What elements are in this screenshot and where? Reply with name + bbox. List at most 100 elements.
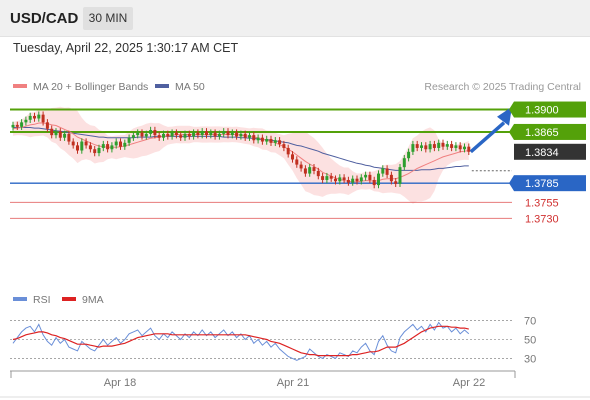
header-bar: USD/CAD 30 MIN (0, 0, 590, 37)
candle (329, 176, 333, 179)
level-label-box (514, 175, 586, 192)
candle (33, 115, 36, 119)
candle (385, 168, 389, 175)
candle (338, 177, 342, 182)
candle (415, 144, 419, 148)
candle (239, 133, 243, 137)
candle (377, 173, 380, 186)
candle (308, 167, 312, 174)
rsi-legend-swatch (13, 297, 27, 301)
rsi-ma-legend-swatch (62, 297, 76, 301)
candle (359, 177, 363, 182)
candle (248, 135, 251, 138)
candle (312, 167, 316, 172)
time-axis: Apr 18 Apr 21 Apr 22 (0, 370, 590, 398)
candles (11, 111, 471, 189)
candle (381, 168, 385, 174)
candle (286, 147, 290, 155)
candle (467, 146, 471, 152)
candle (235, 132, 239, 137)
candle (58, 131, 62, 138)
candle (127, 137, 131, 143)
candle (179, 135, 183, 138)
rsi-ma-line (12, 325, 469, 357)
rsi-tick-label: 30 (524, 353, 536, 365)
candle (67, 133, 71, 142)
candle (88, 145, 92, 150)
candle (209, 132, 213, 136)
candle (394, 181, 398, 184)
candle (334, 178, 337, 182)
candle (355, 178, 359, 182)
candle (37, 114, 41, 119)
candle (200, 131, 204, 136)
candle (114, 141, 118, 146)
candle (76, 145, 79, 151)
candle (420, 145, 423, 148)
candle (93, 149, 97, 154)
candle (398, 167, 402, 184)
rsi-legend-label: RSI (33, 294, 51, 306)
candle (45, 122, 49, 129)
candle (278, 140, 282, 145)
candle (106, 144, 110, 150)
forecast-arrow (469, 106, 512, 154)
candle (11, 124, 15, 128)
candle (346, 179, 350, 183)
rsi-tick-label: 50 (524, 335, 536, 347)
level-labels: 1.3900 1.3865 1.3834 1.3785 1.3755 1.3730 (509, 101, 586, 225)
candle (463, 146, 466, 150)
candle (205, 131, 208, 136)
ma50-legend-label: MA 50 (175, 81, 205, 93)
candle (80, 141, 84, 151)
candle (15, 124, 19, 127)
candle (119, 141, 122, 147)
candle (170, 132, 174, 137)
level-label: 1.3834 (525, 147, 559, 159)
candle (402, 158, 406, 168)
level-label: 1.3730 (525, 213, 559, 225)
candle (149, 130, 153, 134)
candle (24, 119, 28, 123)
candle (303, 168, 307, 174)
level-label-box (514, 143, 586, 160)
candle (110, 145, 114, 150)
candle (325, 176, 329, 180)
bollinger-bands (13, 106, 469, 204)
ma20-legend-label: MA 20 + Bollinger Bands (33, 81, 148, 93)
candle (282, 144, 286, 148)
candle (54, 131, 58, 136)
candle (368, 174, 372, 180)
candle (140, 132, 144, 137)
candle (450, 144, 454, 148)
candle (71, 141, 75, 146)
candle (407, 151, 411, 159)
candle (273, 140, 277, 143)
candle (84, 141, 88, 146)
candle (213, 132, 217, 137)
timestamp: Tuesday, April 22, 2025 1:30:17 AM CET (13, 41, 239, 55)
candle (441, 142, 445, 147)
candle (265, 138, 269, 142)
level-label-pointer (509, 123, 514, 140)
candle (187, 133, 191, 137)
forecast-arrow-head (497, 106, 512, 126)
ma50-legend-swatch (155, 84, 169, 88)
candle (226, 131, 230, 136)
candle (411, 144, 415, 152)
candle (131, 135, 135, 138)
timeframe-badge[interactable]: 30 MIN (83, 7, 133, 30)
level-lines (10, 108, 512, 219)
candle (445, 144, 449, 147)
candle (153, 130, 157, 136)
candle (97, 147, 101, 154)
candle (342, 177, 346, 180)
candle (260, 137, 264, 142)
rsi-panel: 30 50 70 (10, 316, 536, 365)
rsi-ma-legend-label: 9MA (82, 294, 104, 306)
candle (252, 135, 256, 141)
rsi-line (12, 321, 470, 361)
candle (28, 115, 32, 120)
candle (256, 137, 260, 141)
